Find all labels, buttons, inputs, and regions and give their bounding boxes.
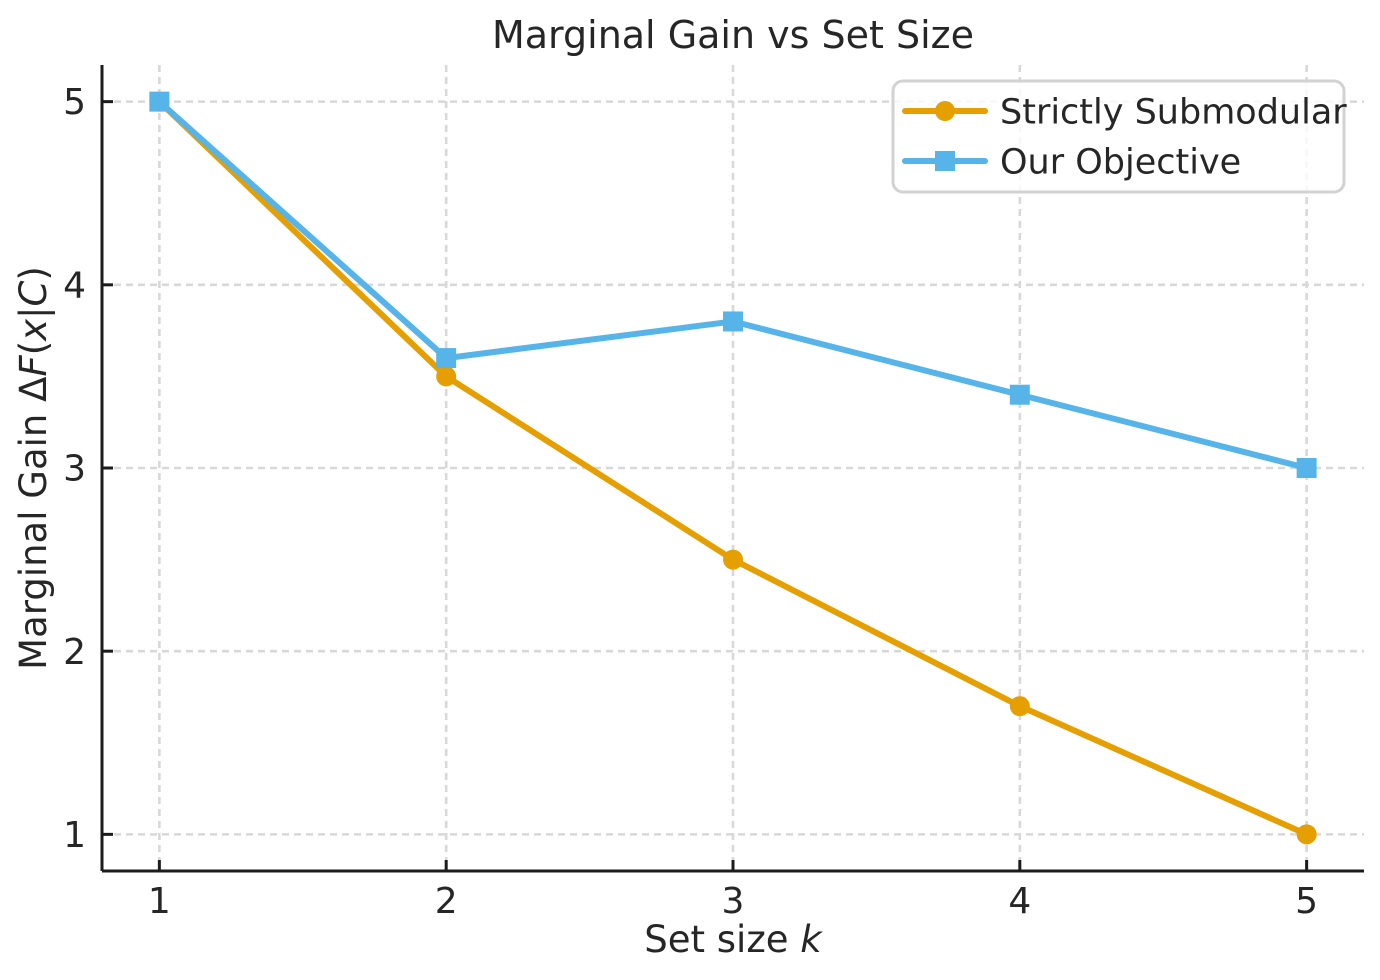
y-axis-label: Marginal Gain ΔF(x|C) (12, 266, 55, 670)
data-point-square (436, 348, 457, 369)
legend-label: Our Objective (1000, 142, 1241, 182)
legend-box (891, 79, 1346, 194)
data-point-square (1009, 384, 1030, 405)
data-point-square (723, 311, 743, 332)
x-axis-label: Set size k (644, 918, 823, 961)
x-tick-label: 1 (148, 881, 171, 922)
data-point-square (1296, 458, 1317, 478)
x-tick-label: 4 (1008, 881, 1031, 922)
axes: 1 2 3 4 5 1 2 3 4 5 (63, 65, 1364, 922)
data-series (149, 91, 1317, 845)
data-point-square (149, 91, 170, 112)
data-point-circle (1296, 824, 1317, 845)
data-point-circle (723, 549, 743, 570)
legend-label: Strictly Submodular (1000, 92, 1347, 132)
data-point-circle (1009, 696, 1030, 717)
legend-entry: Strictly Submodular (902, 92, 1347, 132)
chart-title: Marginal Gain vs Set Size (492, 13, 974, 57)
data-point-circle (436, 366, 457, 387)
legend-marker-square (935, 151, 955, 171)
x-tick-label: 3 (722, 881, 745, 922)
y-tick-label: 1 (63, 815, 86, 856)
y-tick-label: 3 (63, 449, 86, 490)
x-tick-label: 5 (1295, 881, 1318, 922)
legend-marker-circle (935, 101, 955, 121)
y-tick-label: 5 (63, 82, 86, 123)
x-tick-label: 2 (435, 881, 458, 922)
y-tick-label: 2 (63, 632, 86, 673)
legend-entry: Our Objective (902, 142, 1241, 182)
y-tick-label: 4 (63, 265, 86, 306)
legend: Strictly Submodular Our Objective (891, 79, 1347, 194)
